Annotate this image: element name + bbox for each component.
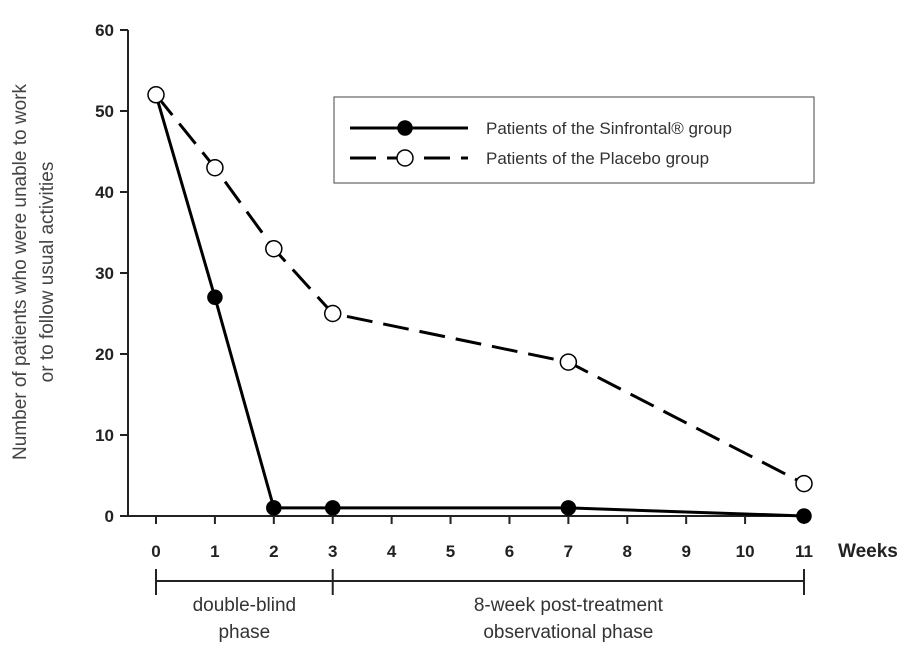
legend-box — [333, 96, 815, 184]
y-tick-label: 20 — [95, 345, 114, 364]
y-axis: 0 10 20 30 40 50 60 — [95, 21, 129, 526]
phase-annotations: double-blind phase 8-week post-treatment ob… — [155, 569, 805, 643]
phase-label-2-line-2: observational phase — [483, 622, 653, 643]
legend: Patients of the Sinfrontal® group Patient… — [333, 96, 815, 184]
x-axis: 0 1 2 3 4 5 6 7 8 9 10 11 — [128, 515, 813, 561]
data-point — [560, 500, 577, 516]
x-tick-label: 9 — [681, 542, 690, 561]
y-tick-label: 10 — [95, 426, 114, 445]
x-tick-label: 10 — [736, 542, 755, 561]
data-point — [147, 86, 165, 104]
legend-label-1: Patients of the Sinfrontal® group — [486, 119, 732, 138]
data-point — [795, 474, 813, 493]
y-axis-label-line-1: Number of patients who were unable to wo… — [10, 84, 31, 460]
series-layer — [147, 86, 813, 524]
y-tick-label: 0 — [105, 507, 114, 526]
x-tick-label: 8 — [623, 542, 632, 561]
data-point — [266, 500, 282, 516]
y-tick-label: 30 — [95, 264, 114, 283]
y-axis-label-line-2: or to follow usual activities — [37, 162, 58, 383]
data-point — [323, 304, 342, 323]
x-tick-label: 1 — [210, 542, 219, 561]
data-point — [207, 289, 223, 306]
y-tick-label: 50 — [95, 102, 114, 121]
legend-marker-2 — [396, 149, 414, 167]
phase-label-1-line-1: double-blind — [193, 595, 297, 616]
legend-label-2: Patients of the Placebo group — [486, 149, 709, 168]
data-point — [559, 353, 578, 371]
data-point — [324, 500, 341, 516]
phase-label-2-line-1: 8-week post-treatment — [474, 595, 664, 616]
x-tick-label: 2 — [269, 542, 278, 561]
x-tick-label: 6 — [505, 542, 514, 561]
data-point — [265, 239, 283, 258]
phase-label-1-line-2: phase — [218, 622, 270, 643]
y-tick-label: 40 — [95, 183, 114, 202]
series-2 — [147, 86, 813, 493]
x-tick-label: 4 — [387, 542, 397, 561]
legend-marker-1 — [397, 120, 413, 136]
x-tick-label: 7 — [564, 542, 573, 561]
x-tick-label: 0 — [151, 542, 160, 561]
series-line — [154, 94, 805, 518]
x-axis-label: Weeks — [838, 541, 898, 562]
y-tick-label: 60 — [95, 21, 114, 40]
x-tick-label: 11 — [795, 542, 813, 561]
x-tick-label: 5 — [446, 542, 455, 561]
x-tick-label: 3 — [328, 542, 337, 561]
data-point — [206, 158, 224, 177]
data-point — [796, 508, 812, 524]
series-line — [154, 93, 805, 485]
